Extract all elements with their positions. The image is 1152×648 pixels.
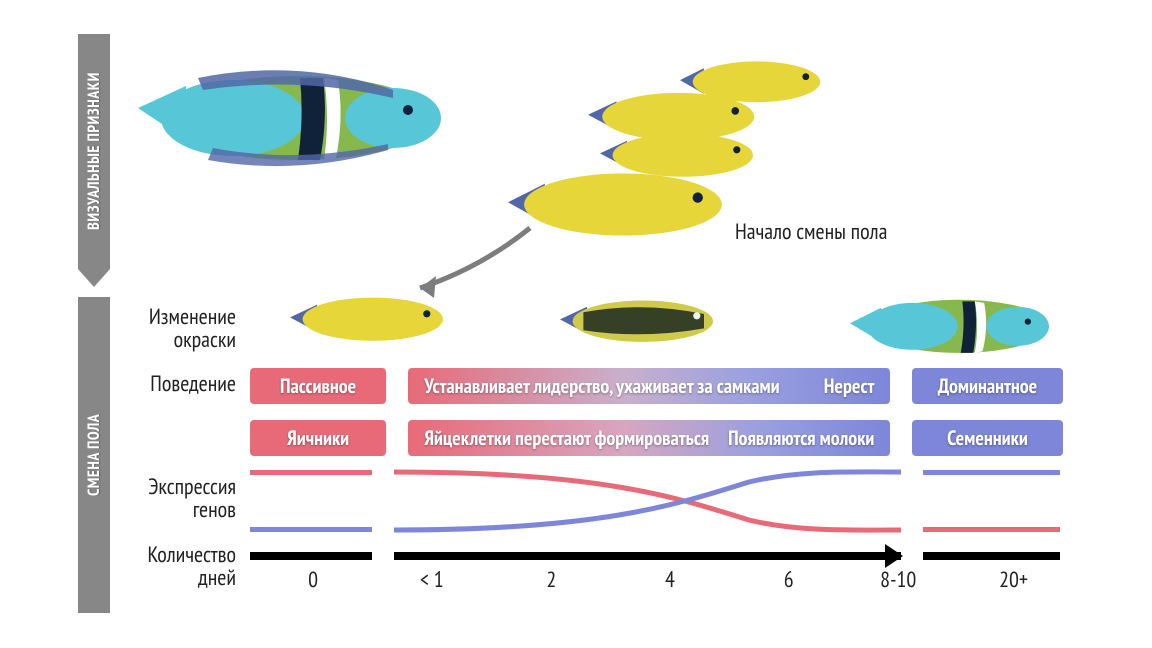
- label-coloration: Изменениеокраски: [110, 306, 236, 352]
- behavior-mid-right: Нерест: [824, 373, 875, 399]
- expr-curves: [394, 466, 901, 536]
- tick-label: 6: [784, 566, 794, 594]
- axis-seg-end: [923, 552, 1061, 560]
- tick-label: 20+: [999, 566, 1028, 594]
- timeline-ticks: 0 < 1 2 4 6 8-10 20+: [250, 566, 1080, 594]
- coloration-row: [250, 288, 1080, 354]
- axis-arrowhead: [885, 544, 903, 568]
- expr-end-pink: [923, 527, 1061, 532]
- section-tab-sexchange: СМЕНА ПОЛА: [78, 297, 110, 613]
- behavior-end: Доминантное: [912, 368, 1062, 404]
- axis-seg-mid: [394, 552, 901, 560]
- label-expression: Экспрессиягенов: [110, 476, 236, 522]
- section-tab-visual-arrow: [78, 269, 110, 287]
- tick-label: 0: [308, 566, 318, 594]
- stage2-fish: [560, 301, 713, 342]
- expr-start-blue: [250, 527, 372, 532]
- behavior-mid: Устанавливает лидерство, ухаживает за са…: [408, 368, 890, 404]
- tick-label: < 1: [420, 566, 444, 594]
- behavior-row: Пассивное Устанавливает лидерство, ухажи…: [250, 368, 1080, 404]
- stage1-fish: [290, 298, 443, 341]
- tick-label: 2: [546, 566, 556, 594]
- timeline-axis: [250, 552, 1080, 560]
- gonad-mid-right: Появляются молоки: [728, 425, 874, 451]
- tick-label: 4: [665, 566, 675, 594]
- section-tab-visual-label: ВИЗУАЛЬНЫЕ ПРИЗНАКИ: [84, 73, 104, 231]
- tick-label: 8-10: [880, 566, 916, 594]
- label-behavior: Поведение: [110, 373, 236, 396]
- label-days: Количестводней: [110, 544, 236, 590]
- male-fish-large: [138, 70, 441, 166]
- axis-seg-start: [250, 552, 372, 560]
- start-caption: Начало смены пола: [735, 218, 887, 246]
- section-tab-sexchange-label: СМЕНА ПОЛА: [84, 414, 104, 496]
- gonad-mid: Яйцеклетки перестают формироваться Появл…: [408, 420, 890, 456]
- gonad-end: Семенники: [912, 420, 1062, 456]
- expr-mid: [394, 466, 901, 536]
- expr-end: [923, 466, 1061, 536]
- expr-start: [250, 466, 372, 536]
- behavior-mid-left: Устанавливает лидерство, ухаживает за са…: [424, 373, 779, 399]
- section-tab-visual: ВИЗУАЛЬНЫЕ ПРИЗНАКИ: [78, 34, 110, 269]
- visual-area: [120, 38, 1080, 298]
- female-school: [508, 61, 820, 235]
- stage3-fish: [850, 300, 1049, 353]
- gonad-mid-left: Яйцеклетки перестают формироваться: [424, 425, 709, 451]
- fish-scene: [120, 38, 1080, 298]
- behavior-start: Пассивное: [250, 368, 386, 404]
- expression-row: [250, 466, 1080, 536]
- expr-start-pink: [250, 470, 372, 475]
- expr-end-blue: [923, 470, 1061, 475]
- gonad-start: Яичники: [250, 420, 386, 456]
- gonad-row: Яичники Яйцеклетки перестают формировать…: [250, 420, 1080, 456]
